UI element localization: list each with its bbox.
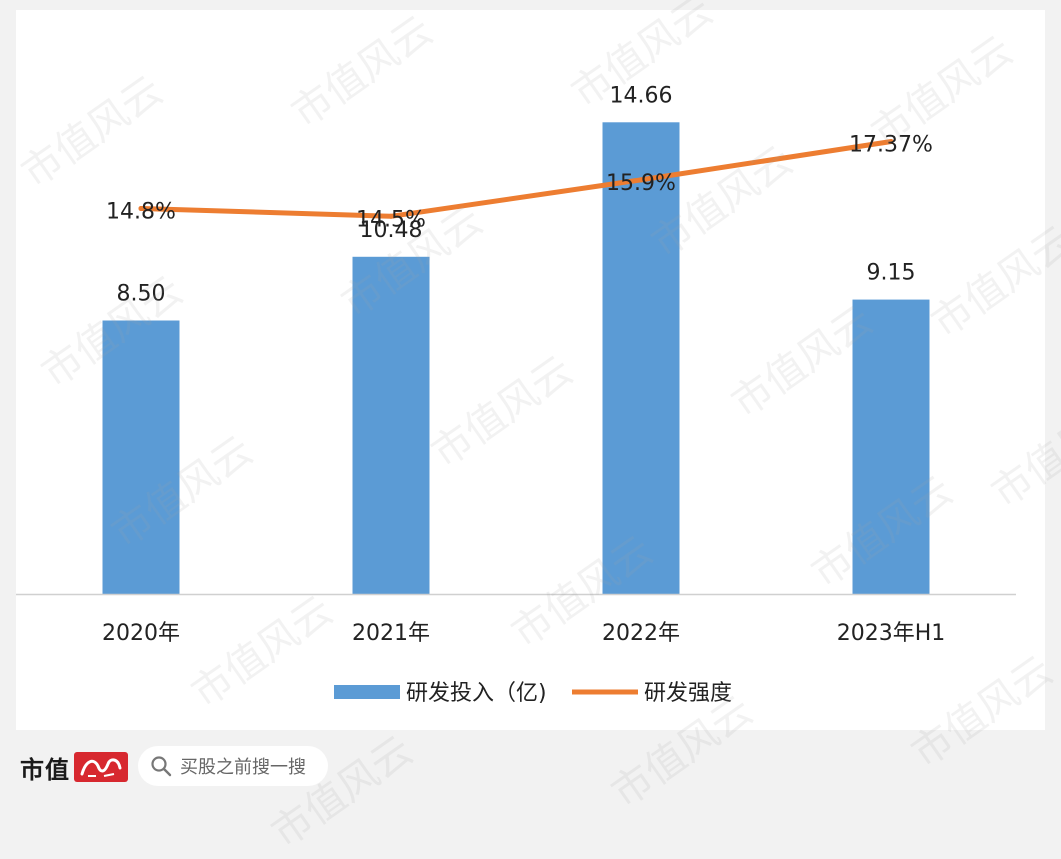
bar-value-label: 8.50 <box>117 282 166 307</box>
line-value-label: 15.9% <box>606 171 676 196</box>
x-tick-label: 2023年H1 <box>837 621 946 646</box>
x-tick-label: 2020年 <box>102 621 180 646</box>
footer-bar: 市值 买股之前搜一搜 <box>0 730 1061 807</box>
bar-value-label: 14.66 <box>610 83 673 108</box>
bar-0 <box>102 320 180 594</box>
line-point-0 <box>138 205 144 211</box>
bar-value-label: 10.48 <box>360 218 423 243</box>
brand-seal-icon <box>74 752 128 782</box>
legend-label-bar: 研发投入（亿) <box>406 681 547 706</box>
line-series <box>138 139 894 219</box>
bar-3 <box>852 299 930 594</box>
brand-name: 市值 <box>20 754 70 784</box>
line-point-1 <box>388 213 394 219</box>
search-bar[interactable]: 买股之前搜一搜 <box>138 746 328 786</box>
chart-legend: 研发投入（亿) 研发强度 <box>334 681 732 706</box>
line-value-label: 14.5% <box>356 207 426 232</box>
brand-logo[interactable]: 市值 <box>20 750 128 784</box>
line-point-3 <box>888 139 894 145</box>
legend-label-line: 研发强度 <box>644 681 732 706</box>
line-value-label: 17.37% <box>849 133 933 158</box>
chart-svg: 2020年 2021年 2022年 2023年H1 8.50 10.48 14.66 9.1… <box>16 83 1016 706</box>
line-point-2 <box>638 177 644 183</box>
line-value-label: 14.8% <box>106 199 176 224</box>
chart-card: 2020年 2021年 2022年 2023年H1 8.50 10.48 14.66 9.1… <box>16 10 1045 730</box>
search-placeholder: 买股之前搜一搜 <box>180 757 306 778</box>
x-tick-label: 2021年 <box>352 621 430 646</box>
legend-swatch-bar <box>334 685 400 699</box>
bar-1 <box>352 256 430 594</box>
bar-value-label: 9.15 <box>867 261 916 286</box>
bar-2 <box>602 122 680 594</box>
x-tick-label: 2022年 <box>602 621 680 646</box>
search-icon <box>151 756 172 777</box>
